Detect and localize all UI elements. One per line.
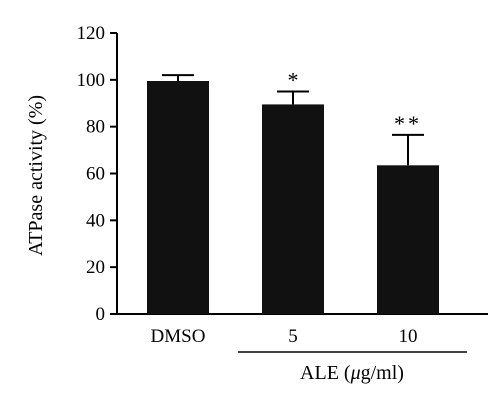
- error-bars: [162, 74, 424, 166]
- bar-5: [262, 104, 324, 314]
- bars: [147, 81, 439, 314]
- x-tick-label: 5: [288, 326, 298, 347]
- bar-10: [377, 165, 439, 314]
- y-axis-label: ATPase activity (%): [25, 95, 47, 256]
- significance-markers: ***: [288, 68, 422, 136]
- labels: 0 20 40 60 80 100 120 ATPase activity (%) DMSO 5 1…: [25, 23, 418, 384]
- group-label: ALE (μg/ml): [300, 362, 404, 384]
- y-tick-label: 120: [77, 23, 106, 44]
- y-tick-label: 80: [86, 117, 105, 138]
- y-tick-label: 60: [86, 164, 105, 185]
- y-tick-label: 0: [96, 304, 106, 325]
- significance-marker: *: [288, 68, 299, 93]
- x-tick-label: DMSO: [151, 326, 206, 347]
- y-tick-label: 20: [86, 257, 105, 278]
- y-tick-label: 40: [86, 210, 105, 231]
- y-tick-label: 100: [77, 70, 106, 91]
- significance-marker: **: [394, 111, 422, 136]
- bar-DMSO: [147, 81, 209, 314]
- x-tick-label: 10: [399, 326, 418, 347]
